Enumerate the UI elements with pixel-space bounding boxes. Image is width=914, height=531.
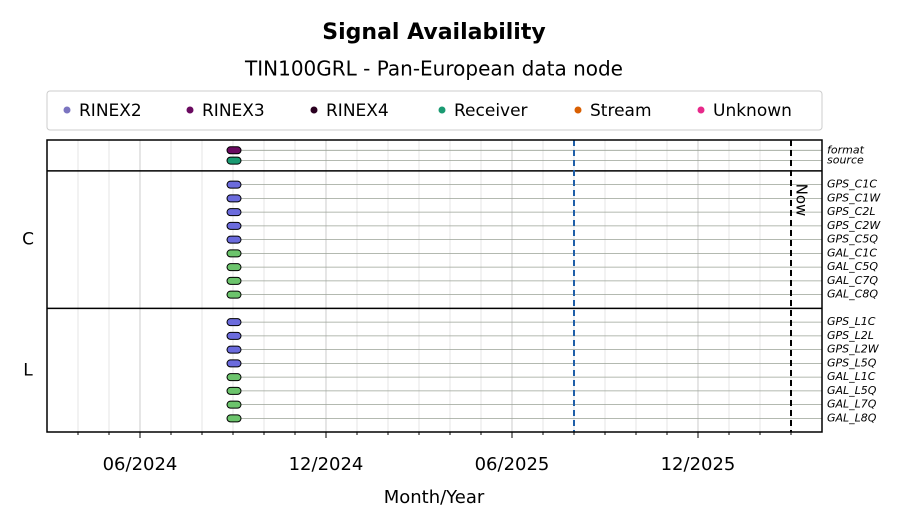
chart-title: Signal Availability <box>322 20 545 45</box>
availability-bar <box>226 386 242 395</box>
legend-label: RINEX3 <box>202 101 265 121</box>
legend-label: Receiver <box>454 101 528 121</box>
availability-bar <box>226 400 242 409</box>
row-label: GPS_L2L <box>827 329 874 342</box>
group-label: C <box>22 230 34 250</box>
group-label: L <box>23 360 33 380</box>
row-label: GPS_C2W <box>827 219 881 232</box>
availability-bar <box>226 146 242 155</box>
row-label: GAL_C5Q <box>827 260 878 273</box>
availability-bar <box>226 263 242 272</box>
availability-bar <box>226 249 242 258</box>
legend-marker <box>697 106 705 114</box>
row-label: format <box>827 143 865 156</box>
row-label: GAL_L7Q <box>827 398 877 411</box>
row-label: GAL_L5Q <box>827 384 877 397</box>
availability-bar <box>226 414 242 423</box>
row-label: GPS_L1C <box>827 315 876 328</box>
chart-subtitle: TIN100GRL - Pan-European data node <box>244 57 623 81</box>
row-label: GPS_L2W <box>827 343 880 356</box>
legend-marker <box>574 106 582 114</box>
availability-bar <box>226 373 242 382</box>
availability-bar <box>226 345 242 354</box>
row-label: source <box>827 154 864 167</box>
legend-marker <box>186 106 194 114</box>
legend-label: RINEX2 <box>79 101 142 121</box>
plot-frame <box>46 139 823 433</box>
x-axis-label: Month/Year <box>384 487 485 508</box>
availability-bar <box>226 290 242 299</box>
row-label: GAL_C1C <box>827 246 877 259</box>
row-label: GAL_L1C <box>827 370 876 383</box>
availability-bar <box>226 156 242 165</box>
legend-label: Unknown <box>713 101 792 121</box>
availability-bar <box>226 194 242 203</box>
availability-bar <box>226 331 242 340</box>
legend-marker <box>63 106 71 114</box>
row-label: GPS_C1W <box>827 191 881 204</box>
marker-label: Now <box>793 184 811 217</box>
row-label: GAL_L8Q <box>827 411 877 424</box>
x-tick-label: 12/2025 <box>661 454 736 475</box>
availability-bar <box>226 208 242 217</box>
row-label: GAL_C8Q <box>827 288 878 301</box>
availability-bar <box>226 235 242 244</box>
row-label: GPS_C2L <box>827 205 875 218</box>
x-tick-label: 06/2024 <box>103 454 178 475</box>
row-label: GPS_C1C <box>827 178 877 191</box>
legend-marker <box>310 106 318 114</box>
row-label: GPS_C5Q <box>827 233 878 246</box>
row-label: GAL_C7Q <box>827 274 878 287</box>
legend-label: Stream <box>590 101 652 121</box>
x-tick-label: 06/2025 <box>475 454 550 475</box>
availability-bar <box>226 359 242 368</box>
availability-bar <box>226 180 242 189</box>
legend-marker <box>438 106 446 114</box>
availability-bar <box>226 221 242 230</box>
availability-bar <box>226 318 242 327</box>
legend-label: RINEX4 <box>326 101 389 121</box>
x-tick-label: 12/2024 <box>289 454 364 475</box>
legend-box <box>46 90 823 131</box>
availability-bar <box>226 276 242 285</box>
row-label: GPS_L5Q <box>827 356 877 369</box>
